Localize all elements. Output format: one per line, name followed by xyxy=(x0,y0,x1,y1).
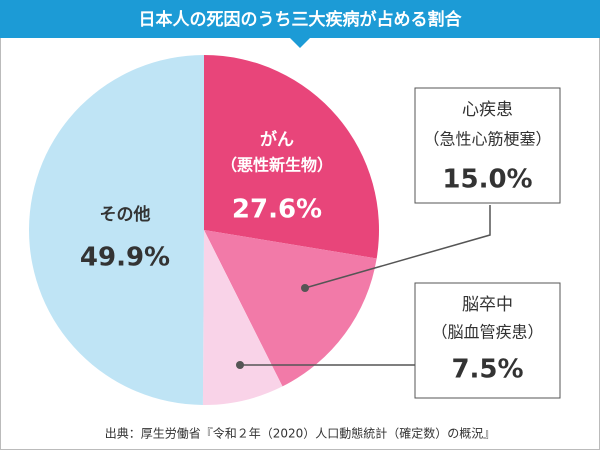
pie-slice xyxy=(202,230,283,405)
leader-dot xyxy=(236,361,244,369)
leader-dot xyxy=(301,284,309,292)
category-label: 脳卒中 xyxy=(462,295,513,315)
category-label: その他 xyxy=(100,204,151,225)
value-label: 27.6% xyxy=(232,195,322,225)
chart-title: 日本人の死因のうち三大疾病が占める割合 xyxy=(139,9,463,30)
title-pointer xyxy=(290,38,310,48)
category-sublabel: （脳血管疾患） xyxy=(431,323,543,342)
callout-box xyxy=(414,87,561,204)
leader-line xyxy=(304,205,491,289)
value-label: 15.0% xyxy=(442,165,532,195)
source-note: 出典：厚生労働省『令和２年（2020）人口動態統計（確定数）の概況』 xyxy=(105,426,496,441)
labels: がん （悪性新生物） 27.6% 心疾患 （急性心筋梗塞） 15.0% 脳卒中 （脳血管疾患）… xyxy=(80,87,561,399)
title-banner xyxy=(0,0,600,38)
value-label: 7.5% xyxy=(451,355,523,385)
callout-box xyxy=(414,282,561,399)
value-label: 49.9% xyxy=(80,243,170,273)
pie-slice xyxy=(29,55,204,405)
category-sublabel: （急性心筋梗塞） xyxy=(423,130,551,149)
category-label: がん xyxy=(260,129,294,150)
pie-slice xyxy=(204,55,379,259)
category-sublabel: （悪性新生物） xyxy=(221,156,333,175)
category-label: 心疾患 xyxy=(462,100,513,120)
pie-slice xyxy=(204,230,377,387)
pie xyxy=(29,55,379,405)
